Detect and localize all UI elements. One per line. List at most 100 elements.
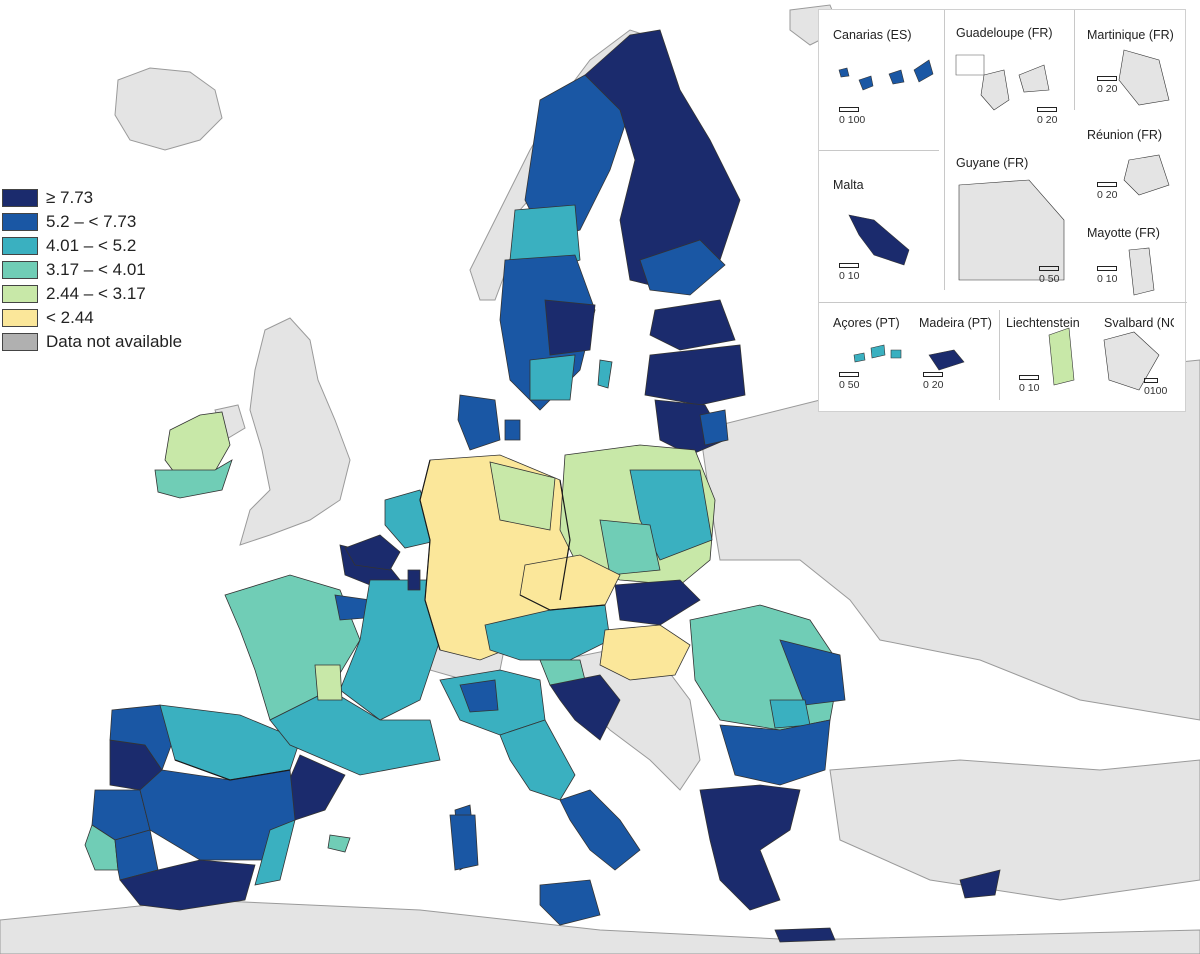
inset-title-martinique: Martinique (FR)	[1087, 28, 1174, 42]
canarias-island	[913, 59, 934, 83]
great-britain	[239, 317, 351, 546]
canarias-island	[888, 69, 905, 85]
guadeloupe-island	[980, 69, 1010, 111]
legend-label: 4.01 – < 5.2	[46, 236, 137, 255]
inset-divider	[1074, 10, 1075, 110]
legend-swatch	[2, 261, 38, 279]
region-sk	[614, 579, 701, 626]
scale-bar-guyane: 0 50	[1039, 266, 1059, 285]
inset-title-svalbard: Svalbard (NO)	[1104, 316, 1174, 330]
canarias-island	[858, 75, 874, 91]
inset-title-liechtenstein: Liechtenstein	[1006, 316, 1080, 330]
legend-swatch	[2, 333, 38, 351]
region-se-stockholm	[544, 299, 596, 356]
legend-swatch	[2, 237, 38, 255]
inset-mini-maps	[838, 49, 1170, 391]
legend-item: Data not available	[2, 330, 182, 354]
region-lu	[407, 569, 421, 591]
region-lt-vilnius	[699, 409, 729, 446]
region-pl-se	[599, 519, 661, 576]
martinique-island	[1118, 49, 1170, 106]
region-hr	[549, 674, 621, 741]
national-borders	[174, 459, 606, 781]
legend-label: 2.44 – < 3.17	[46, 284, 146, 303]
iceland	[114, 67, 223, 151]
guyane-land	[958, 179, 1065, 281]
madeira-island	[928, 349, 965, 371]
legend-item: 4.01 – < 5.2	[2, 234, 182, 258]
legend-swatch	[2, 213, 38, 231]
acores-island	[870, 344, 886, 359]
scale-bar-martinique: 0 20	[1097, 76, 1117, 95]
scale-bar-guadeloupe: 0 20	[1037, 107, 1057, 126]
scale-bar-canarias: 0 100	[839, 107, 865, 126]
region-es-valencia	[254, 819, 296, 886]
region-it-sicily	[539, 879, 601, 926]
region-gr-crete	[774, 927, 836, 943]
region-ireland-south	[154, 459, 233, 499]
region-fi-south	[639, 239, 726, 296]
scale-bar-acores: 0 50	[839, 372, 859, 391]
region-nl	[384, 489, 441, 549]
malta-island	[848, 214, 910, 266]
scale-bar-liechtenstein: 0 10	[1019, 375, 1039, 394]
legend-label: < 2.44	[46, 308, 94, 327]
region-se-gotland	[597, 359, 613, 389]
inset-title-madeira: Madeira (PT)	[919, 316, 992, 330]
canarias-island	[838, 67, 850, 78]
non-eu-land	[0, 4, 1200, 954]
region-hu	[599, 624, 691, 681]
legend-label: ≥ 7.73	[46, 188, 94, 207]
inset-panel: Canarias (ES) Guadeloupe (FR) Martinique…	[818, 9, 1187, 412]
inset-title-mayotte: Mayotte (FR)	[1087, 226, 1160, 240]
region-be	[344, 534, 401, 571]
region-pt-lisbon	[84, 824, 119, 871]
guadeloupe-locator	[955, 54, 985, 76]
region-de-ne	[489, 461, 556, 531]
region-fr-limousin	[314, 664, 343, 701]
legend-swatch	[2, 189, 38, 207]
legend-label: 5.2 – < 7.73	[46, 212, 137, 231]
svalbard-land	[1103, 331, 1160, 391]
region-es-andalusia	[119, 859, 256, 911]
inset-divider	[819, 302, 1187, 303]
legend-swatch	[2, 285, 38, 303]
acores-island	[853, 352, 866, 363]
legend-item: 3.17 – < 4.01	[2, 258, 182, 282]
region-it-south	[559, 789, 641, 871]
inset-title-malta: Malta	[833, 178, 864, 192]
inset-title-reunion: Réunion (FR)	[1087, 128, 1163, 142]
inset-title-canarias: Canarias (ES)	[833, 28, 912, 42]
region-gr	[699, 784, 801, 911]
scale-bar-mayotte: 0 10	[1097, 266, 1117, 285]
region-ro-bucharest	[769, 699, 811, 729]
region-ro-ne	[779, 639, 846, 706]
region-ee	[649, 299, 736, 351]
scale-bar-reunion: 0 20	[1097, 182, 1117, 201]
legend-swatch	[2, 309, 38, 327]
inset-divider	[944, 10, 945, 290]
region-bg	[719, 719, 831, 786]
region-dk	[457, 394, 501, 451]
legend-item: ≥ 7.73	[2, 186, 182, 210]
inset-title-guadeloupe: Guadeloupe (FR)	[956, 26, 1053, 40]
scale-bar-malta: 0 10	[839, 263, 859, 282]
legend-label: Data not available	[46, 332, 183, 351]
eu-regions	[84, 29, 1001, 943]
legend-label: 3.17 – < 4.01	[46, 260, 146, 279]
legend-item: < 2.44	[2, 306, 182, 330]
region-cy	[959, 869, 1001, 899]
reunion-island	[1123, 154, 1170, 196]
region-it-lombardy	[459, 679, 499, 713]
region-it-sardinia	[449, 814, 479, 871]
scale-bar-madeira: 0 20	[923, 372, 943, 391]
liechtenstein-land	[1048, 327, 1075, 386]
inset-divider	[819, 150, 939, 151]
region-ireland-east	[164, 411, 231, 481]
legend-item: 2.44 – < 3.17	[2, 282, 182, 306]
region-se-smaland	[529, 354, 576, 401]
guadeloupe-island	[1018, 64, 1050, 93]
scale-bar-svalbard: 0100	[1144, 378, 1167, 397]
legend-item: 5.2 – < 7.73	[2, 210, 182, 234]
